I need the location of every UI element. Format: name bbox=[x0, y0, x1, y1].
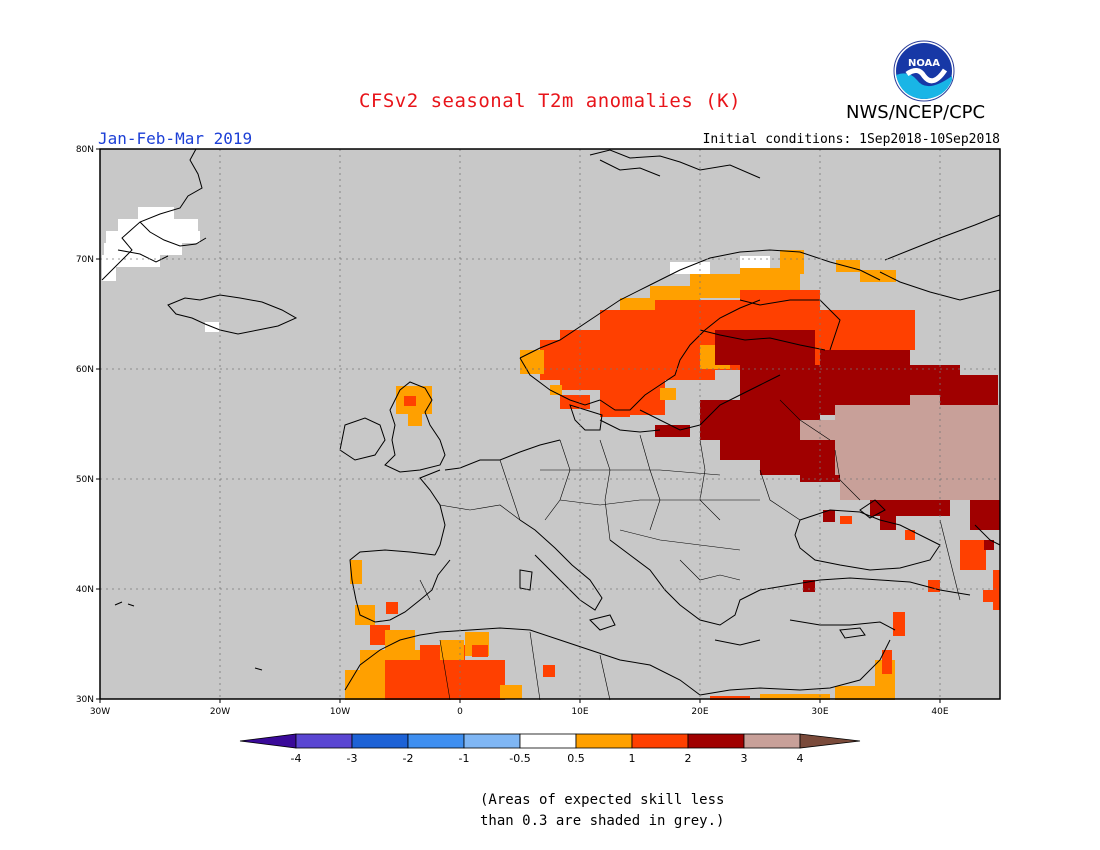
colorbar: -4 -3 -2 -1 -0.5 0.5 1 2 3 4 bbox=[239, 733, 861, 765]
lon-label-0: 0 bbox=[457, 707, 463, 717]
colorbar-label: 0.5 bbox=[567, 752, 585, 765]
colorbar-arrow-low bbox=[239, 733, 297, 749]
colorbar-label: -1 bbox=[459, 752, 470, 765]
lon-label-30w: 30W bbox=[90, 707, 110, 717]
coastlines bbox=[101, 148, 1001, 696]
colorbar-swatch bbox=[407, 733, 465, 749]
colorbar-swatch bbox=[687, 733, 745, 749]
colorbar-label: -3 bbox=[347, 752, 358, 765]
footnote-line-2: than 0.3 are shaded in grey.) bbox=[480, 813, 725, 829]
lon-label-20w: 20W bbox=[210, 707, 230, 717]
lon-label-40e: 40E bbox=[931, 707, 948, 717]
lat-label-50n: 50N bbox=[76, 475, 94, 485]
colorbar-label: 3 bbox=[741, 752, 748, 765]
noaa-logo: NOAA bbox=[893, 40, 955, 102]
organization-label: NWS/NCEP/CPC bbox=[846, 102, 986, 123]
colorbar-label: -0.5 bbox=[509, 752, 530, 765]
colorbar-label: 4 bbox=[797, 752, 804, 765]
footnote-line-1: (Areas of expected skill less bbox=[480, 792, 725, 808]
colorbar-label: 1 bbox=[629, 752, 636, 765]
colorbar-swatch bbox=[519, 733, 577, 749]
graticule bbox=[100, 149, 1000, 699]
colorbar-arrow-high bbox=[799, 733, 861, 749]
map-frame bbox=[99, 148, 1001, 700]
lat-label-80n: 80N bbox=[76, 145, 94, 155]
colorbar-swatch bbox=[743, 733, 801, 749]
colorbar-swatch bbox=[575, 733, 633, 749]
colorbar-label: 2 bbox=[685, 752, 692, 765]
lon-label-30e: 30E bbox=[811, 707, 828, 717]
lon-label-10w: 10W bbox=[330, 707, 350, 717]
skill-footnote: (Areas of expected skill less than 0.3 a… bbox=[480, 790, 724, 832]
lon-label-10e: 10E bbox=[571, 707, 588, 717]
anomaly-shading bbox=[102, 207, 1000, 700]
colorbar-swatch bbox=[463, 733, 521, 749]
colorbar-label: -4 bbox=[291, 752, 302, 765]
colorbar-label: -2 bbox=[403, 752, 414, 765]
lat-label-60n: 60N bbox=[76, 365, 94, 375]
axis-ticks bbox=[96, 148, 941, 703]
colorbar-swatch bbox=[631, 733, 689, 749]
lat-label-30n: 30N bbox=[76, 695, 94, 705]
season-label: Jan-Feb-Mar 2019 bbox=[98, 129, 253, 148]
map-title: CFSv2 seasonal T2m anomalies (K) bbox=[358, 90, 742, 112]
initial-conditions-label: Initial conditions: 1Sep2018-10Sep2018 bbox=[702, 132, 1000, 147]
lat-label-40n: 40N bbox=[76, 585, 94, 595]
colorbar-swatch bbox=[295, 733, 353, 749]
lon-label-20e: 20E bbox=[691, 707, 708, 717]
colorbar-swatch bbox=[351, 733, 409, 749]
svg-text:NOAA: NOAA bbox=[908, 58, 940, 69]
country-borders bbox=[419, 399, 961, 701]
lat-label-70n: 70N bbox=[76, 255, 94, 265]
